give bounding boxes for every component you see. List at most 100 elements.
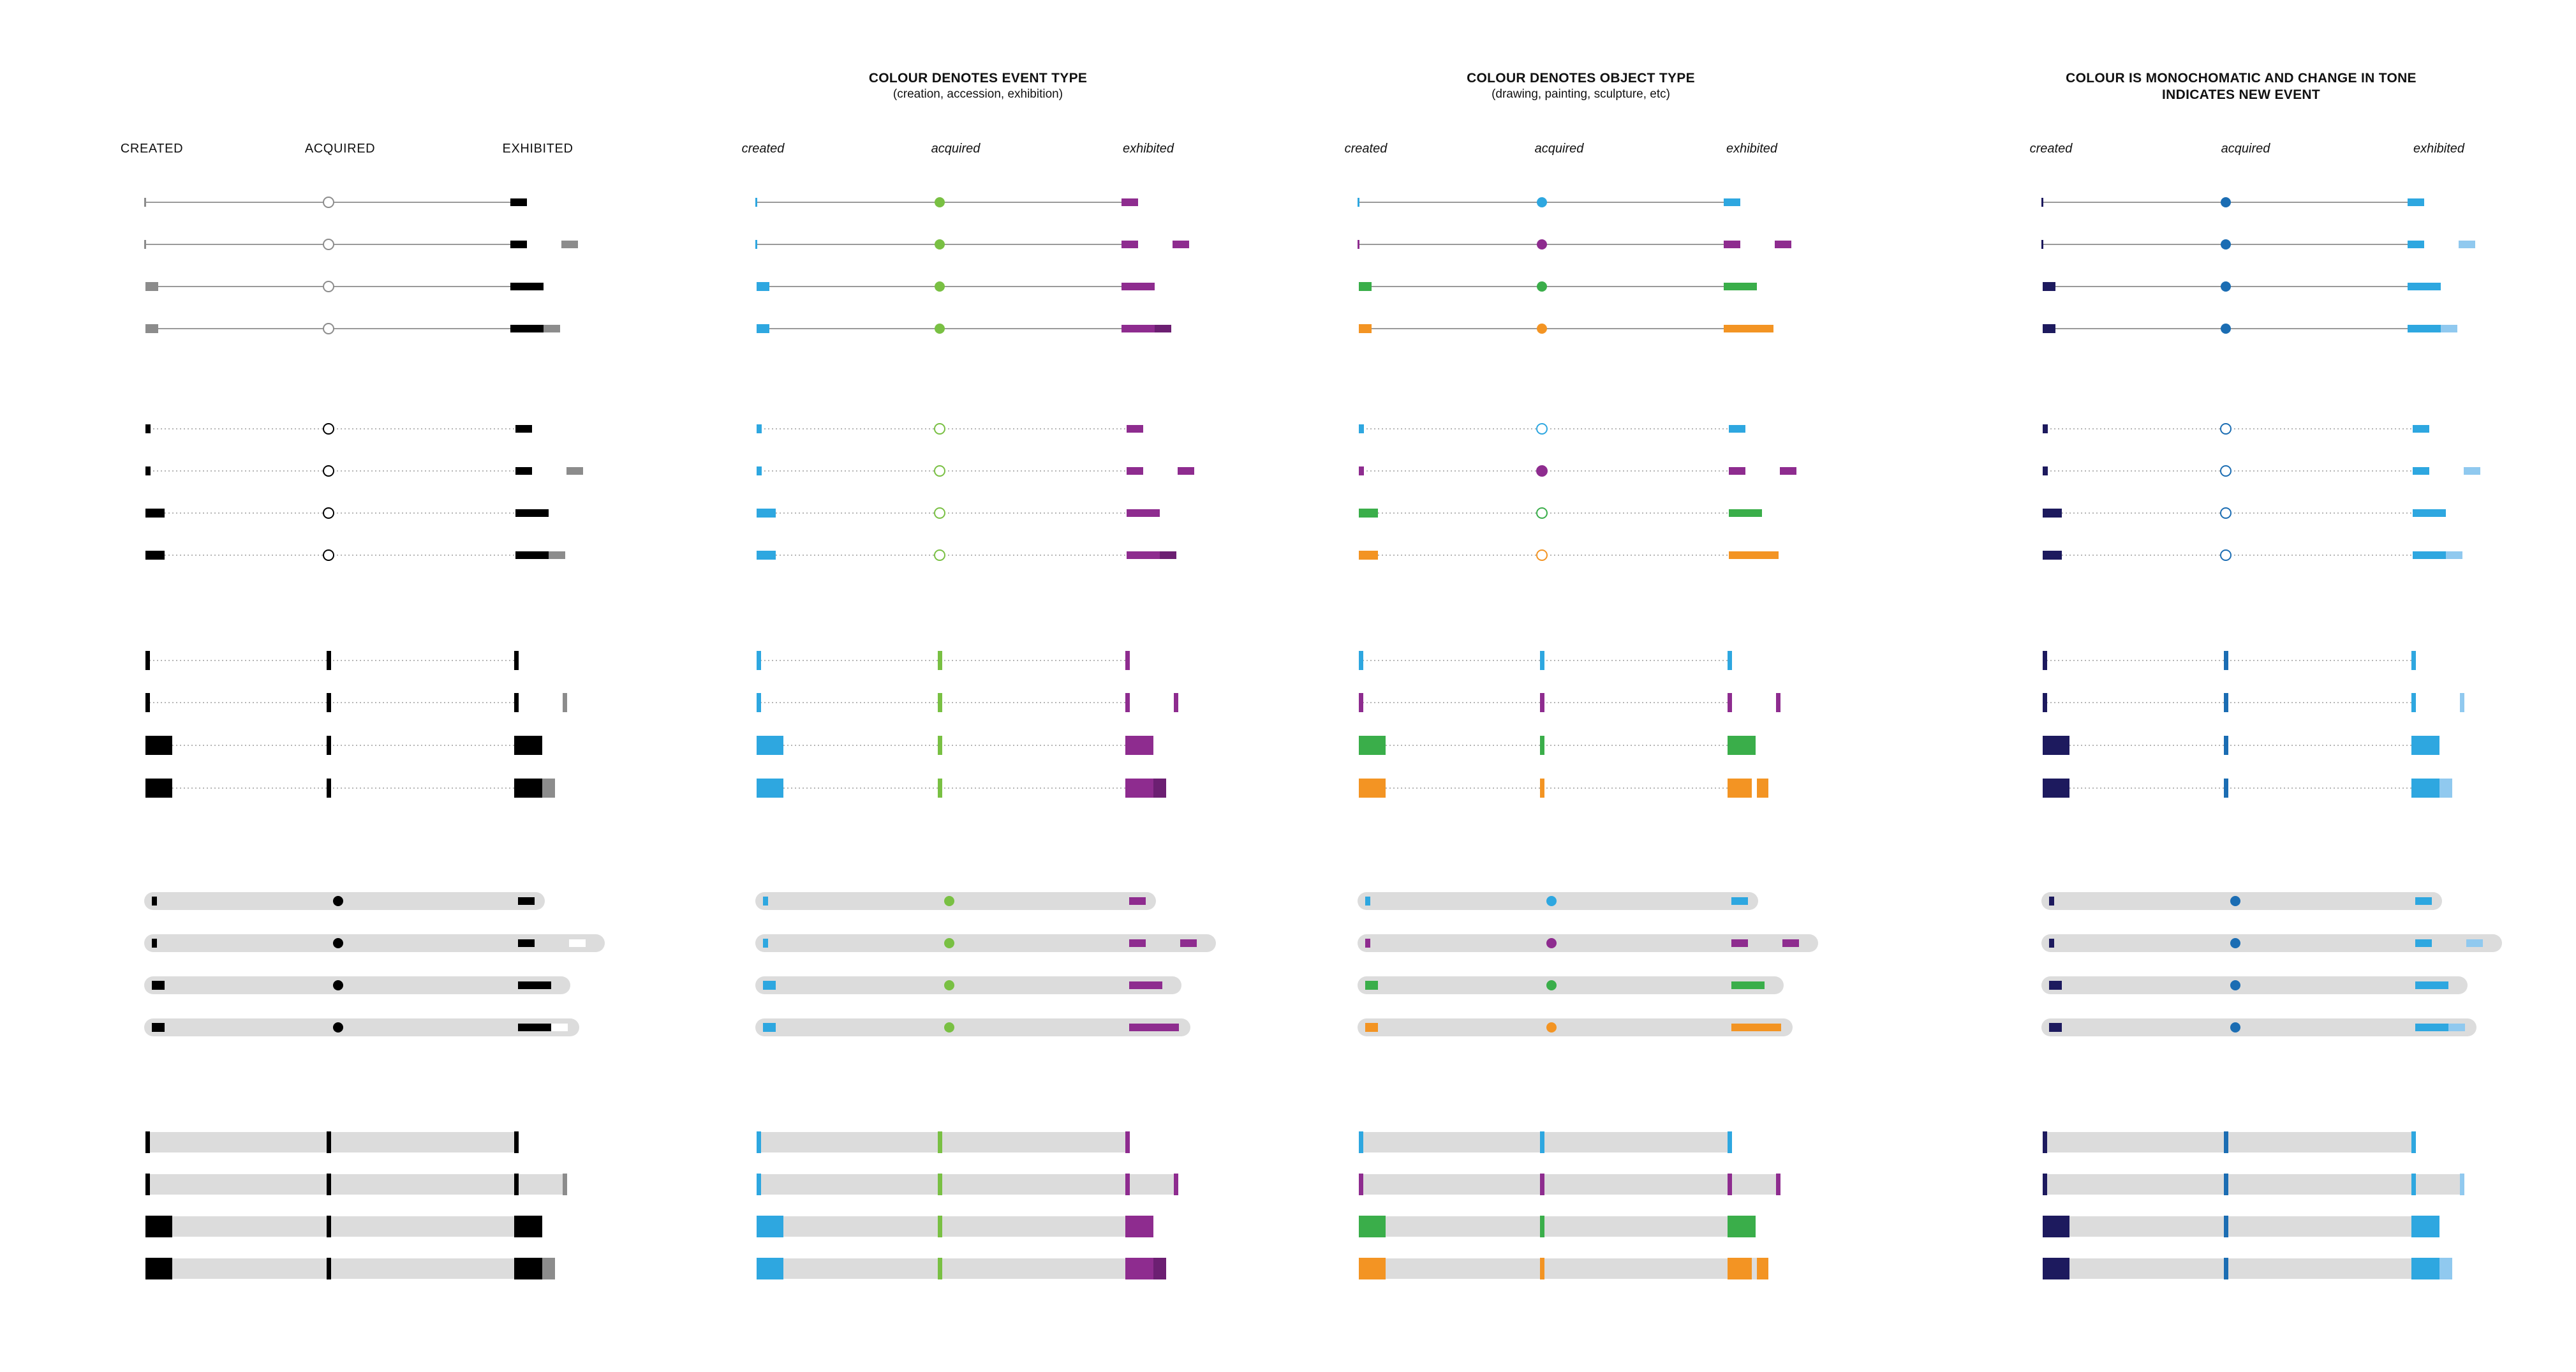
exhibited-second-bar-marker	[1775, 241, 1791, 248]
acquired-hollow-circle-marker	[934, 549, 945, 561]
rounded-timeline-track	[1358, 1018, 1793, 1036]
exhibited-bar-marker	[2408, 241, 2424, 248]
exhibited-bar-marker	[1121, 325, 1155, 332]
acquired-filled-circle-marker	[2221, 239, 2231, 250]
acquired-tick-marker	[1540, 1131, 1544, 1153]
created-tick-marker	[2043, 1131, 2047, 1153]
exhibited-second-bar-marker	[566, 467, 583, 475]
created-tick-marker	[2043, 693, 2047, 712]
column-label-created: created	[1344, 142, 1388, 156]
exhibited-second-bar-marker	[1180, 939, 1197, 947]
acquired-hollow-circle-marker	[323, 281, 334, 292]
created-tick-marker	[1359, 693, 1363, 712]
exhibited-bar-marker	[2408, 283, 2441, 290]
created-tick-marker	[2043, 424, 2048, 433]
acquired-tick-marker	[2224, 779, 2228, 798]
acquired-tick-marker	[1540, 693, 1544, 712]
created-bar-marker	[1359, 779, 1386, 798]
exhibited-second-bar-marker	[1762, 551, 1779, 559]
exhibited-bar-marker	[1125, 779, 1153, 798]
exhibited-tick-marker	[514, 651, 519, 670]
acquired-filled-circle-marker	[1546, 938, 1557, 948]
created-tick-marker	[1358, 198, 1359, 207]
acquired-tick-marker	[2224, 1174, 2228, 1195]
panel-title: COLOUR DENOTES EVENT TYPE	[868, 71, 1088, 86]
created-bar-marker	[145, 551, 165, 560]
acquired-tick-marker	[2224, 1131, 2228, 1153]
exhibited-tick-marker	[2411, 651, 2416, 670]
acquired-hollow-circle-marker	[1536, 465, 1548, 477]
exhibited-gap	[1752, 1258, 1757, 1279]
acquired-tick-marker	[938, 779, 942, 798]
acquired-tick-marker	[327, 1258, 331, 1279]
created-tick-marker	[2049, 939, 2054, 948]
exhibited-second-bar-marker	[2446, 551, 2462, 559]
acquired-tick-marker	[1540, 1174, 1544, 1195]
acquired-filled-circle-marker	[944, 980, 954, 990]
exhibited-tick-marker	[1728, 1131, 1732, 1153]
acquired-tick-marker	[2224, 693, 2228, 712]
exhibited-bar-marker	[514, 1216, 542, 1237]
exhibited-bar-marker	[1731, 981, 1765, 989]
created-tick-marker	[757, 466, 762, 475]
exhibited-second-bar-marker	[1155, 325, 1171, 332]
exhibited-bar-marker	[515, 509, 549, 517]
rounded-timeline-track	[1358, 892, 1758, 910]
acquired-tick-marker	[1540, 779, 1544, 798]
created-bar-marker	[145, 282, 158, 291]
square-timeline-track-extension	[1127, 1174, 1178, 1195]
acquired-filled-circle-marker	[2230, 896, 2240, 906]
acquired-tick-marker	[938, 1174, 942, 1195]
exhibited-bar-marker	[1729, 467, 1745, 475]
acquired-filled-circle-marker	[935, 197, 945, 207]
exhibited-bar-marker	[1731, 939, 1748, 947]
created-tick-marker	[2043, 651, 2047, 670]
exhibited-bar-marker	[515, 551, 549, 559]
created-bar-marker	[145, 779, 172, 798]
exhibited-second-bar-marker	[2464, 467, 2480, 475]
exhibited-second-bar-marker	[2439, 1258, 2452, 1279]
panel-header: COLOUR IS MONOCHOMATIC AND CHANGE IN TON…	[1999, 70, 2483, 103]
exhibited-second-bar-marker	[2459, 241, 2475, 248]
exhibited-second-bar-marker	[1765, 1024, 1781, 1031]
rounded-timeline-track	[1358, 934, 1818, 952]
exhibited-bar-marker	[1127, 551, 1160, 559]
exhibited-bar-marker	[518, 1024, 551, 1031]
exhibited-bar-marker	[2413, 509, 2446, 517]
acquired-filled-circle-marker	[1537, 239, 1547, 250]
acquired-hollow-circle-marker	[323, 197, 334, 208]
rounded-timeline-track	[755, 976, 1181, 994]
created-bar-marker	[757, 509, 776, 518]
exhibited-bar-marker	[2411, 779, 2439, 798]
created-tick-marker	[763, 939, 768, 948]
column-label-exhibited: exhibited	[2413, 142, 2465, 156]
rounded-timeline-track	[2041, 892, 2442, 910]
acquired-tick-marker	[2224, 1258, 2228, 1279]
created-tick-marker	[1365, 939, 1370, 948]
acquired-filled-circle-marker	[333, 980, 343, 990]
created-tick-marker	[145, 1174, 150, 1195]
acquired-tick-marker	[938, 1216, 942, 1237]
acquired-filled-circle-marker	[2221, 324, 2231, 334]
created-bar-marker	[1365, 981, 1378, 990]
exhibited-second-tick-marker	[1776, 1174, 1780, 1195]
created-tick-marker	[145, 424, 151, 433]
exhibited-bar-marker	[1121, 241, 1138, 248]
acquired-tick-marker	[1540, 736, 1544, 755]
exhibited-bar-marker	[1728, 779, 1756, 798]
column-label-acquired: acquired	[931, 142, 981, 156]
exhibited-second-tick-marker	[2460, 1174, 2464, 1195]
column-label-acquired: acquired	[2221, 142, 2270, 156]
acquired-filled-circle-marker	[1537, 324, 1547, 334]
created-bar-marker	[2043, 779, 2069, 798]
exhibited-tick-marker	[1125, 693, 1130, 712]
exhibited-second-tick-marker	[1776, 693, 1780, 712]
acquired-filled-circle-marker	[935, 324, 945, 334]
created-tick-marker	[1359, 1174, 1363, 1195]
exhibited-bar-marker	[510, 325, 544, 332]
exhibited-bar-marker	[1731, 897, 1748, 905]
exhibited-second-tick-marker	[1174, 693, 1178, 712]
acquired-hollow-circle-marker	[323, 549, 334, 561]
panel-subtitle: (drawing, painting, sculpture, etc)	[1492, 87, 1670, 101]
exhibited-bar-marker	[1729, 425, 1745, 433]
